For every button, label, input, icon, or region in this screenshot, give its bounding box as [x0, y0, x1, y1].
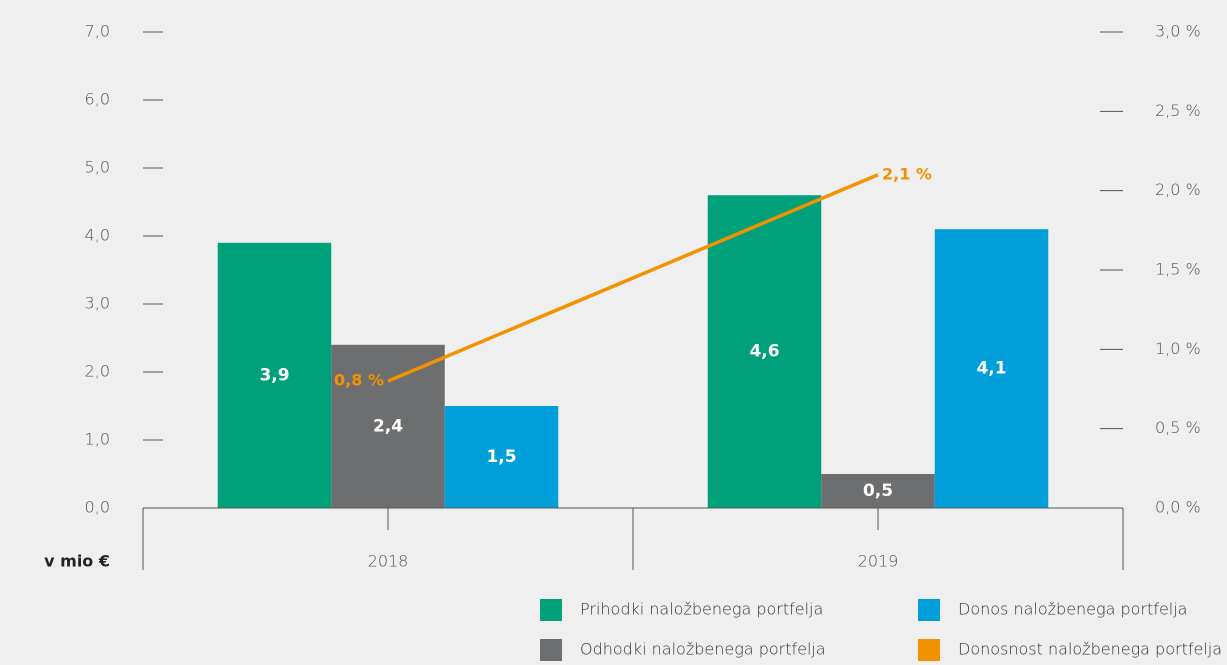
legend-swatch: [540, 639, 562, 661]
bar: [331, 344, 445, 508]
legend-label: Donos naložbenega portfelja: [958, 600, 1187, 619]
y2-tick-label: 0,5 %: [1155, 418, 1201, 437]
legend-swatch: [918, 599, 940, 621]
legend-label: Prihodki naložbenega portfelja: [580, 600, 823, 619]
bar: [217, 242, 332, 509]
legend-label: Donosnost naložbenega portfelja: [958, 640, 1222, 659]
x-tick-label: 2018: [368, 552, 409, 571]
bar: [821, 474, 935, 508]
y2-tick-label: 2,0 %: [1155, 180, 1201, 199]
y2-tick-label: 1,5 %: [1155, 260, 1201, 279]
y-tick-label: 2,0: [85, 362, 110, 381]
y-tick-label: 5,0: [85, 158, 110, 177]
y2-tick-label: 3,0 %: [1155, 22, 1201, 41]
legend-swatch: [540, 599, 562, 621]
bar-value-label: 4,6: [749, 342, 779, 362]
y-tick-label: 6,0: [85, 90, 110, 109]
y2-tick-label: 1,0 %: [1155, 339, 1201, 358]
bar-value-label: 3,9: [259, 365, 289, 385]
line: [387, 173, 879, 383]
bar-value-label: 2,4: [373, 416, 403, 436]
y-tick-label: 7,0: [85, 22, 110, 41]
bar-value-label: 4,1: [976, 359, 1006, 379]
line-value-label: 2,1 %: [882, 164, 932, 183]
y2-tick-label: 0,0 %: [1155, 498, 1201, 517]
bar-value-label: 0,5: [863, 481, 893, 501]
line-value-label: 0,8 %: [334, 371, 384, 390]
legend-label: Odhodki naložbenega portfelja: [580, 640, 826, 659]
x-tick-label: 2019: [858, 552, 899, 571]
bar: [444, 406, 559, 508]
y-tick-label: 0,0: [85, 498, 110, 517]
legend-swatch: [918, 639, 940, 661]
y-tick-label: 3,0: [85, 294, 110, 313]
bar-value-label: 1,5: [486, 447, 516, 467]
y-axis-label: v mio €: [44, 552, 110, 571]
bar: [707, 195, 822, 508]
y2-tick-label: 2,5 %: [1155, 101, 1201, 120]
bar: [934, 229, 1049, 508]
y-tick-label: 4,0: [85, 226, 110, 245]
y-tick-label: 1,0: [85, 430, 110, 449]
